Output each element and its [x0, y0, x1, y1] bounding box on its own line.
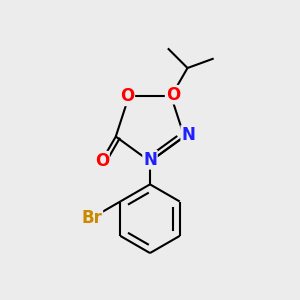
Text: O: O: [120, 87, 134, 105]
Text: Br: Br: [82, 209, 102, 227]
Text: O: O: [166, 86, 180, 104]
Text: O: O: [95, 152, 109, 170]
Text: N: N: [181, 126, 195, 144]
Text: N: N: [143, 151, 157, 169]
